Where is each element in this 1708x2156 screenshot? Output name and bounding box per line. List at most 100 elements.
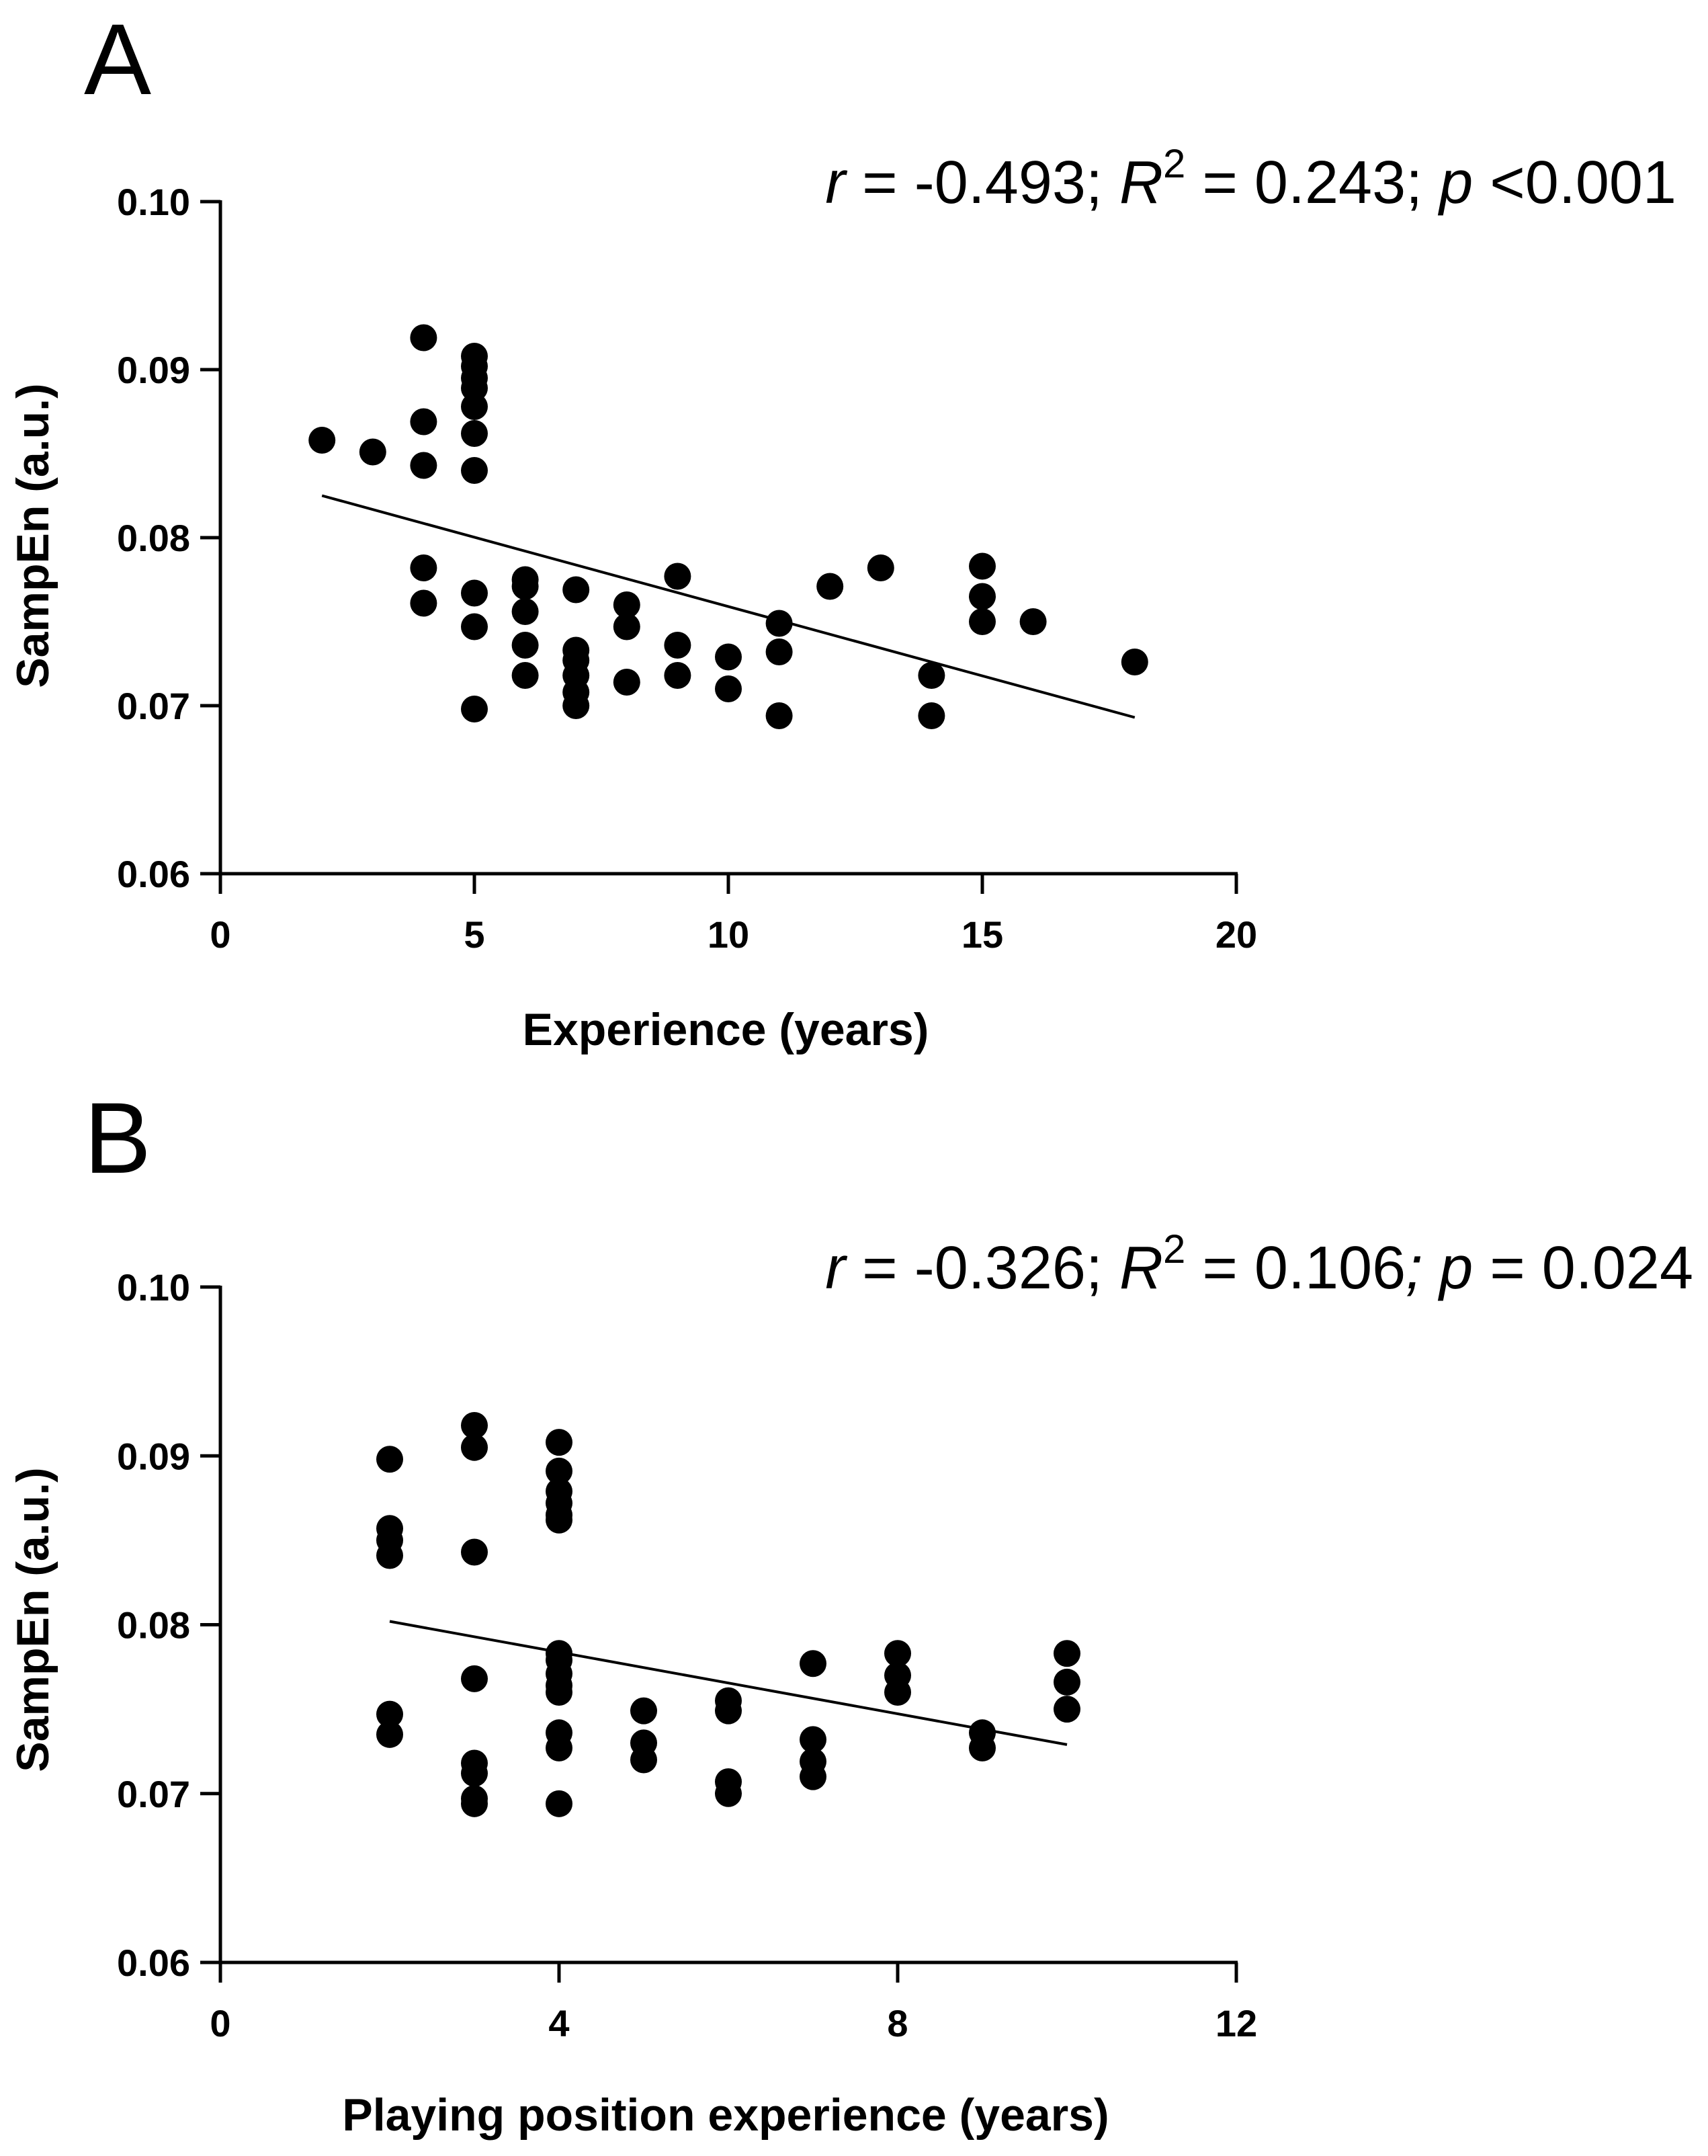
panel-b-data-point xyxy=(461,1790,488,1817)
panel-b-y-axis-title: SampEn (a.u.) xyxy=(7,1467,58,1772)
panel-a-data-point xyxy=(664,632,691,659)
panel-a-data-point xyxy=(511,573,539,600)
panel-a-data-point xyxy=(918,662,945,689)
panel-b-x-tick-label: 12 xyxy=(1215,2002,1257,2044)
panel-b-y-tick-label: 0.10 xyxy=(117,1266,190,1309)
panel-a-regression-line xyxy=(321,494,1136,719)
panel-a-data-point xyxy=(308,427,336,454)
panel-a-data-point xyxy=(359,438,386,466)
panel-a-data-point xyxy=(918,702,945,729)
panel-b-y-tick-label: 0.08 xyxy=(117,1604,190,1647)
panel-a-data-point xyxy=(969,552,996,580)
panel-a-y-tick-label: 0.09 xyxy=(117,349,190,391)
panel-b-data-point xyxy=(546,1734,572,1761)
panel-a-data-point xyxy=(1121,649,1148,675)
panel-b-x-tick-label: 0 xyxy=(210,2002,230,2044)
panel-a-data-point xyxy=(461,579,488,607)
panel-a-data-point xyxy=(511,662,539,689)
panel-a-data-point xyxy=(461,420,488,447)
panel-a-x-tick-label: 10 xyxy=(708,913,749,956)
panel-a-x-tick-label: 5 xyxy=(464,913,484,956)
panel-b: B r = -0.326; R2 = 0.106; p = 0.024 Samp… xyxy=(7,1081,1693,2141)
panel-a-data-point xyxy=(969,583,996,610)
panel-b-data-point xyxy=(800,1650,826,1677)
panel-b-data-point xyxy=(630,1697,657,1725)
panel-b-data-point xyxy=(969,1734,996,1761)
panel-b-y-tick-label: 0.06 xyxy=(117,1942,190,1984)
panel-b-data-point xyxy=(376,1542,403,1569)
panel-a-data-point xyxy=(410,408,437,436)
panel-a-y-tick-label: 0.07 xyxy=(117,685,190,727)
panel-b-data-point xyxy=(800,1726,826,1753)
panel-b-data-point xyxy=(461,1538,488,1566)
panel-a-data-point xyxy=(765,610,793,637)
panel-a-x-axis-title: Experience (years) xyxy=(523,1004,929,1055)
panel-a-data-point xyxy=(461,457,488,484)
panel-b-label: B xyxy=(84,1081,151,1194)
panel-b-data-point xyxy=(461,1665,488,1692)
panel-b-data-point xyxy=(884,1679,911,1706)
panel-a-data-point xyxy=(461,613,488,640)
panel-b-x-tick-label: 4 xyxy=(548,2002,569,2044)
panel-b-regression-line xyxy=(389,1620,1068,1746)
panel-a-data-point xyxy=(613,591,640,618)
panel-a-y-tick-label: 0.10 xyxy=(117,181,190,223)
panel-b-stats: r = -0.326; R2 = 0.106; p = 0.024 xyxy=(825,1227,1693,1302)
panel-a-data-point xyxy=(562,692,590,719)
panel-a: A r = -0.493; R2 = 0.243; p <0.001 SampE… xyxy=(7,3,1676,1055)
panel-b-y-tick-label: 0.09 xyxy=(117,1435,190,1477)
panel-a-x-tick-label: 0 xyxy=(210,913,230,956)
panel-b-data-point xyxy=(461,1759,488,1787)
panel-b-data-point xyxy=(546,1429,572,1456)
panel-b-data-point xyxy=(376,1720,403,1748)
panel-a-data-point xyxy=(461,393,488,420)
panel-a-y-tick-label: 0.08 xyxy=(117,517,190,559)
panel-a-data-point xyxy=(867,554,894,581)
panel-a-data-point xyxy=(613,669,640,696)
panel-b-data-point xyxy=(800,1763,826,1790)
panel-a-x-tick-label: 20 xyxy=(1215,913,1257,956)
panel-a-data-point xyxy=(461,696,488,722)
panel-b-data-point xyxy=(546,1457,572,1485)
panel-b-x-axis-title: Playing position experience (years) xyxy=(342,2089,1109,2141)
panel-b-y-tick-label: 0.07 xyxy=(117,1773,190,1815)
panel-b-data-point xyxy=(376,1446,403,1473)
panel-b-data-point xyxy=(715,1780,742,1807)
panel-a-data-point xyxy=(1019,608,1047,635)
panel-a-data-point xyxy=(410,452,437,479)
panel-b-data-point xyxy=(884,1640,911,1667)
panel-a-y-tick-label: 0.06 xyxy=(117,853,190,895)
panel-a-data-point xyxy=(969,608,996,635)
panel-b-data-point xyxy=(376,1700,403,1728)
panel-b-data-point xyxy=(461,1412,488,1440)
panel-a-x-tick-label: 15 xyxy=(962,913,1003,956)
panel-b-data-point xyxy=(630,1746,657,1774)
panel-b-data-point xyxy=(715,1697,742,1725)
panel-b-data-point xyxy=(1054,1668,1080,1696)
panel-b-data-point xyxy=(1054,1640,1080,1667)
panel-a-label: A xyxy=(84,3,151,116)
panel-a-data-point xyxy=(562,576,590,604)
panel-b-data-point xyxy=(546,1679,572,1706)
panel-b-data-point xyxy=(546,1790,572,1817)
panel-a-data-point xyxy=(461,374,488,402)
panel-a-data-point xyxy=(664,662,691,689)
panel-a-data-point xyxy=(715,675,742,702)
panel-a-data-point xyxy=(511,632,539,659)
panel-a-data-point xyxy=(816,573,844,600)
panel-a-data-point xyxy=(410,589,437,617)
panel-b-data-point xyxy=(546,1506,572,1534)
panel-a-data-point xyxy=(664,563,691,590)
panel-a-stats: r = -0.493; R2 = 0.243; p <0.001 xyxy=(825,141,1676,216)
panel-a-data-point xyxy=(765,702,793,729)
panel-a-data-point xyxy=(410,554,437,581)
panel-a-data-point xyxy=(613,613,640,640)
panel-b-data-point xyxy=(461,1434,488,1461)
panel-a-data-point xyxy=(715,643,742,671)
panel-a-data-point xyxy=(410,324,437,351)
panel-a-data-point xyxy=(511,598,539,625)
panel-b-x-tick-label: 8 xyxy=(887,2002,908,2044)
panel-a-data-point xyxy=(765,638,793,665)
panel-b-data-point xyxy=(1054,1696,1080,1723)
